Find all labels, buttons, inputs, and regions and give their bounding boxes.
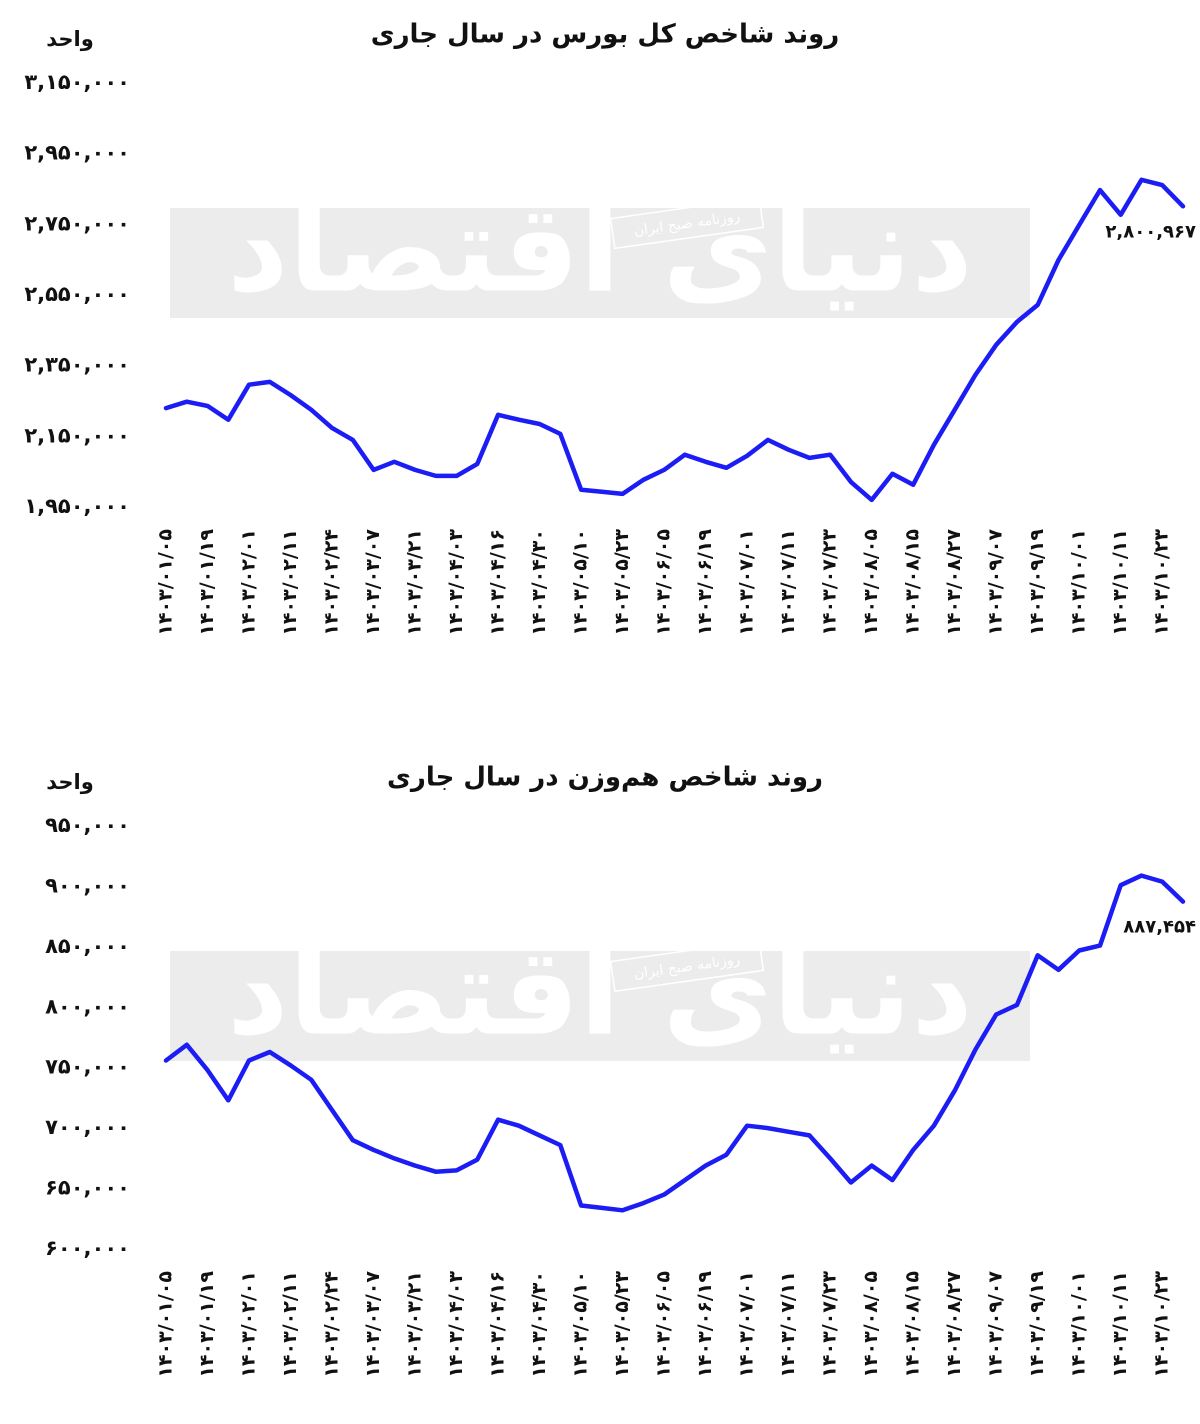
x-tick-label: ۱۴۰۳/۰۲/۱۱: [279, 1271, 301, 1378]
y-tick-label: ۹۵۰,۰۰۰: [45, 813, 130, 837]
y-axis-label: واحد: [46, 27, 94, 51]
x-tick-label: ۱۴۰۳/۱۰/۰۱: [1068, 1271, 1090, 1378]
x-tick-label: ۱۴۰۳/۰۲/۰۱: [238, 529, 260, 636]
y-tick-label: ۲,۳۵۰,۰۰۰: [24, 353, 130, 377]
x-tick-label: ۱۴۰۳/۰۸/۰۵: [860, 1271, 882, 1378]
x-tick-label: ۱۴۰۳/۰۶/۱۹: [694, 529, 716, 636]
x-tick-label: ۱۴۰۳/۰۹/۰۷: [985, 1271, 1007, 1378]
x-tick-label: ۱۴۰۳/۰۲/۲۴: [321, 1271, 343, 1378]
x-tick-label: ۱۴۰۳/۰۷/۰۱: [736, 529, 758, 636]
y-axis-label: واحد: [46, 770, 94, 794]
x-tick-label: ۱۴۰۳/۰۶/۰۵: [653, 529, 675, 636]
x-tick-label: ۱۴۰۳/۰۷/۱۱: [777, 529, 799, 636]
x-tick-label: ۱۴۰۳/۰۶/۰۵: [653, 1271, 675, 1378]
data-line: [163, 177, 1186, 503]
x-tick-label: ۱۴۰۳/۰۲/۲۴: [321, 529, 343, 636]
x-tick-label: ۱۴۰۳/۰۵/۱۰: [570, 529, 592, 636]
watermark-band: [170, 208, 1030, 318]
chart-title: روند شاخص هم‌وزن در سال جاری: [387, 763, 823, 793]
x-tick-label: ۱۴۰۳/۱۰/۲۳: [1151, 1271, 1173, 1378]
x-tick-label: ۱۴۰۳/۰۷/۲۳: [819, 1271, 841, 1378]
x-tick-label: ۱۴۰۳/۰۸/۲۷: [943, 1271, 965, 1378]
x-tick-label: ۱۴۰۳/۰۵/۱۰: [570, 1271, 592, 1378]
x-tick-label: ۱۴۰۳/۰۱/۱۹: [196, 1271, 218, 1378]
y-tick-label: ۶۵۰,۰۰۰: [45, 1176, 130, 1200]
x-tick-label: ۱۴۰۳/۰۴/۰۳: [445, 1271, 467, 1378]
y-tick-label: ۲,۷۵۰,۰۰۰: [24, 211, 130, 235]
x-tick-label: ۱۴۰۳/۰۷/۲۳: [819, 529, 841, 636]
x-tick-label: ۱۴۰۳/۰۱/۰۵: [155, 1271, 177, 1378]
x-tick-label: ۱۴۰۳/۰۳/۰۷: [362, 1271, 384, 1378]
x-tick-label: ۱۴۰۳/۰۱/۱۹: [196, 529, 218, 636]
y-tick-label: ۶۰۰,۰۰۰: [45, 1236, 130, 1260]
x-tick-label: ۱۴۰۳/۰۴/۳۰: [528, 529, 550, 636]
watermark-band: [170, 951, 1030, 1061]
watermark: دنیای اقتصاد: [227, 924, 973, 1063]
x-tick-label: ۱۴۰۳/۰۱/۰۵: [155, 529, 177, 636]
data-line: [163, 873, 1186, 1213]
x-tick-label: ۱۴۰۳/۰۷/۱۱: [777, 1271, 799, 1378]
x-tick-label: ۱۴۰۳/۰۴/۱۶: [487, 529, 509, 636]
x-tick-label: ۱۴۰۳/۰۸/۱۵: [902, 1271, 924, 1378]
x-tick-label: ۱۴۰۳/۰۳/۲۱: [404, 529, 426, 636]
x-tick-label: ۱۴۰۳/۰۸/۱۵: [902, 529, 924, 636]
x-tick-label: ۱۴۰۳/۰۴/۳۰: [528, 1271, 550, 1378]
x-tick-label: ۱۴۰۳/۰۹/۰۷: [985, 529, 1007, 636]
x-tick-label: ۱۴۰۳/۰۹/۱۹: [1026, 529, 1048, 636]
y-tick-label: ۷۵۰,۰۰۰: [45, 1055, 130, 1079]
y-tick-label: ۲,۹۵۰,۰۰۰: [24, 141, 130, 165]
y-tick-label: ۹۰۰,۰۰۰: [45, 873, 130, 897]
x-tick-label: ۱۴۰۳/۰۴/۱۶: [487, 1271, 509, 1378]
y-tick-label: ۲,۵۵۰,۰۰۰: [24, 282, 130, 306]
watermark: دنیای اقتصاد: [227, 181, 973, 320]
value-label: ۲,۸۰۰,۹۶۷: [1105, 221, 1196, 242]
x-tick-label: ۱۴۰۳/۰۳/۲۱: [404, 1271, 426, 1378]
chart-title: روند شاخص کل بورس در سال جاری: [371, 20, 840, 50]
y-tick-label: ۸۰۰,۰۰۰: [45, 994, 130, 1018]
y-tick-label: ۸۵۰,۰۰۰: [45, 934, 130, 958]
x-tick-label: ۱۴۰۳/۰۲/۰۱: [238, 1271, 260, 1378]
x-tick-label: ۱۴۰۳/۰۹/۱۹: [1026, 1271, 1048, 1378]
watermark-box: [609, 196, 765, 250]
x-tick-label: ۱۴۰۳/۰۳/۰۷: [362, 529, 384, 636]
x-tick-label: ۱۴۰۳/۰۸/۲۷: [943, 529, 965, 636]
x-tick-label: ۱۴۰۳/۱۰/۱۱: [1109, 529, 1131, 636]
x-tick-label: ۱۴۰۳/۰۴/۰۳: [445, 529, 467, 636]
x-tick-label: ۱۴۰۳/۰۸/۰۵: [860, 529, 882, 636]
x-tick-label: ۱۴۰۳/۰۵/۲۳: [611, 1271, 633, 1378]
x-tick-label: ۱۴۰۳/۰۵/۲۳: [611, 529, 633, 636]
watermark-box: [609, 939, 765, 993]
y-tick-label: ۷۰۰,۰۰۰: [45, 1115, 130, 1139]
x-tick-label: ۱۴۰۳/۱۰/۰۱: [1068, 529, 1090, 636]
x-tick-label: ۱۴۰۳/۰۷/۰۱: [736, 1271, 758, 1378]
value-label: ۸۸۷,۴۵۴: [1123, 917, 1196, 938]
y-tick-label: ۳,۱۵۰,۰۰۰: [24, 70, 130, 94]
x-tick-label: ۱۴۰۳/۱۰/۲۳: [1151, 529, 1173, 636]
y-tick-label: ۱,۹۵۰,۰۰۰: [24, 494, 130, 518]
x-tick-label: ۱۴۰۳/۱۰/۱۱: [1109, 1271, 1131, 1378]
x-tick-label: ۱۴۰۳/۰۶/۱۹: [694, 1271, 716, 1378]
y-tick-label: ۲,۱۵۰,۰۰۰: [24, 423, 130, 447]
x-tick-label: ۱۴۰۳/۰۲/۱۱: [279, 529, 301, 636]
